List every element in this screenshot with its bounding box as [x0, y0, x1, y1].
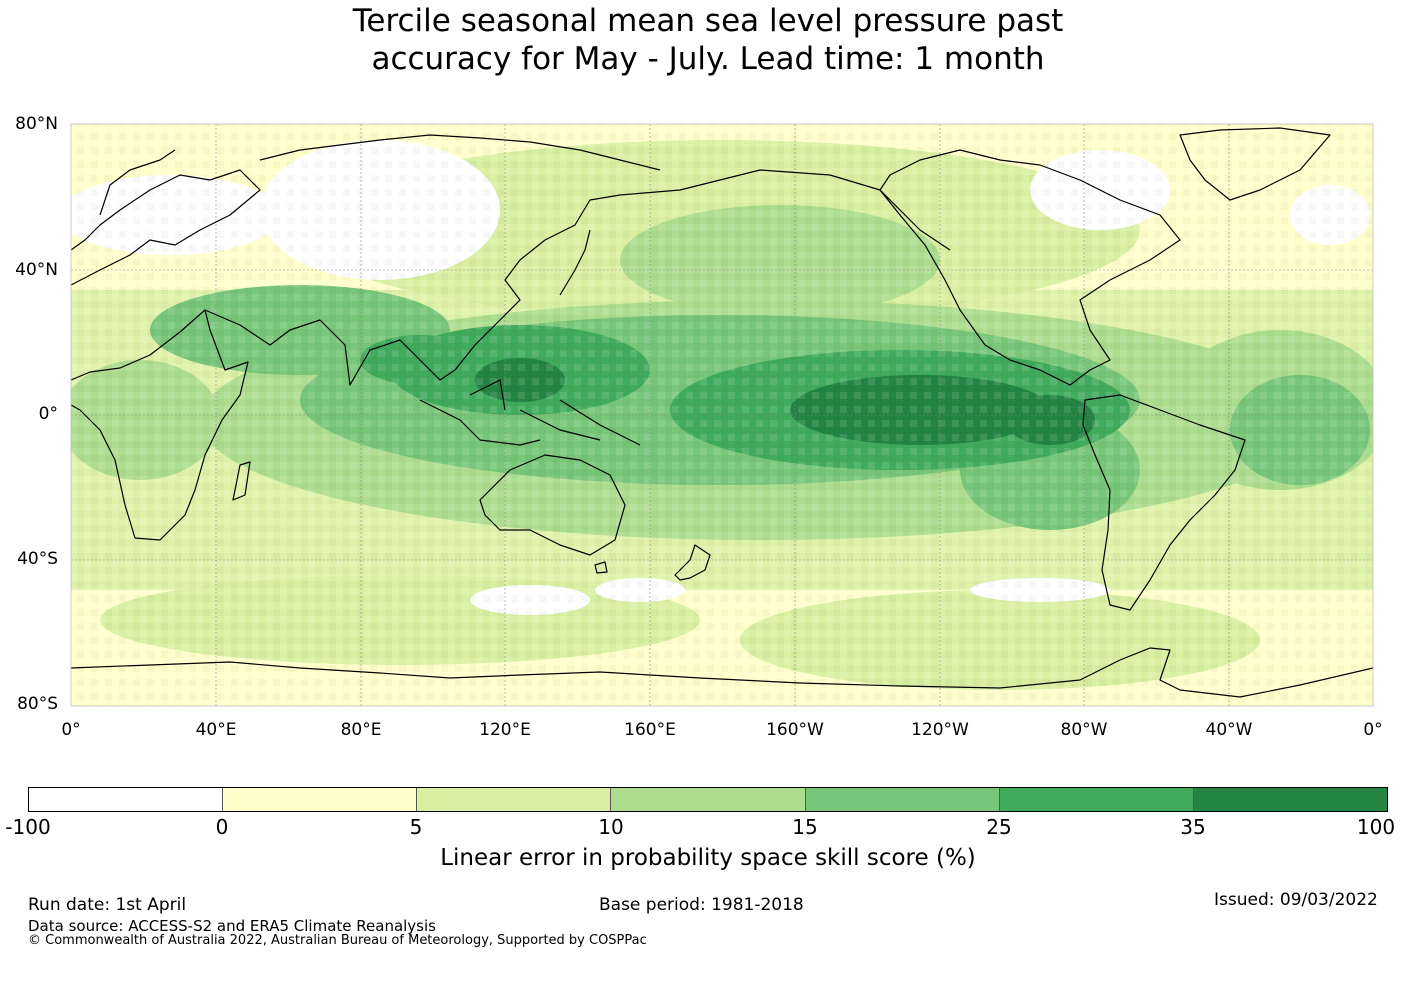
lon-label-40e: 40°E [195, 720, 237, 740]
colorbar [28, 787, 1388, 812]
lon-label-120w: 120°W [911, 720, 969, 740]
lon-label-0-right: 0° [1363, 720, 1383, 740]
colorbar-tick-35: 35 [1180, 815, 1206, 839]
colorbar-tick-15: 15 [792, 815, 818, 839]
coast-north-america [879, 149, 1181, 386]
colorbar-segment-0 [29, 788, 224, 811]
lat-label-80s: 80°S [17, 694, 58, 714]
coast-antarctica [71, 647, 1373, 698]
coast-japan [559, 229, 591, 296]
lon-label-40w: 40°W [1205, 720, 1253, 740]
lon-label-160w: 160°W [766, 720, 824, 740]
lat-label-40n: 40°N [15, 260, 58, 280]
lon-label-0-left: 0° [61, 720, 81, 740]
colorbar-tick-0: 0 [215, 815, 229, 839]
colorbar-segment-1 [223, 788, 418, 811]
colorbar-segment-4 [805, 788, 1000, 811]
issued-date: Issued: 09/03/2022 [1214, 890, 1378, 910]
colorbar-tick-100: 100 [1356, 815, 1396, 839]
lon-label-160e: 160°E [624, 720, 676, 740]
lat-label-80n: 80°N [15, 114, 58, 134]
map-area: 80°N 40°N 0° 40°S 80°S 0° 40°E 80°E 120°… [0, 110, 1416, 750]
colorbar-segment-3 [611, 788, 806, 811]
lon-label-80w: 80°W [1060, 720, 1108, 740]
skill-field [71, 124, 1373, 706]
colorbar-label: Linear error in probability space skill … [440, 845, 976, 871]
title-line-2: accuracy for May - July. Lead time: 1 mo… [371, 41, 1045, 77]
colorbar-segment-6 [1193, 788, 1387, 811]
colorbar-tick-5: 5 [409, 815, 423, 839]
data-source: Data source: ACCESS-S2 and ERA5 Climate … [28, 917, 436, 935]
chart-title: Tercile seasonal mean sea level pressure… [0, 2, 1416, 78]
lat-label-40s: 40°S [17, 549, 58, 569]
coast-africa [71, 309, 249, 541]
coast-europe [71, 169, 261, 286]
title-line-1: Tercile seasonal mean sea level pressure… [352, 3, 1064, 39]
run-date: Run date: 1st April [28, 895, 187, 915]
coast-new-zealand [674, 544, 711, 581]
graticule [71, 124, 1373, 706]
coast-tasmania [594, 561, 608, 574]
coast-indonesia [419, 379, 641, 446]
coastlines [71, 127, 1373, 698]
colorbar-segment-2 [417, 788, 612, 811]
map-svg [70, 123, 1374, 707]
lat-label-0: 0° [38, 404, 58, 424]
coast-madagascar [232, 461, 251, 501]
coast-greenland [1179, 127, 1331, 201]
colorbar-tick-minus100: -100 [5, 815, 51, 839]
lon-label-120e: 120°E [479, 720, 531, 740]
coast-south-america [1082, 394, 1246, 611]
coast-asia-south [204, 169, 951, 386]
colorbar-segment-5 [999, 788, 1194, 811]
colorbar-tick-25: 25 [986, 815, 1012, 839]
coast-australia [479, 454, 626, 556]
coast-scandinavia [99, 149, 176, 216]
map-frame [70, 123, 1374, 707]
coast-arctic-asia [259, 134, 661, 171]
copyright: © Commonwealth of Australia 2022, Austra… [28, 933, 647, 948]
colorbar-tick-10: 10 [598, 815, 624, 839]
lon-label-80e: 80°E [340, 720, 382, 740]
base-period: Base period: 1981-2018 [599, 895, 804, 915]
